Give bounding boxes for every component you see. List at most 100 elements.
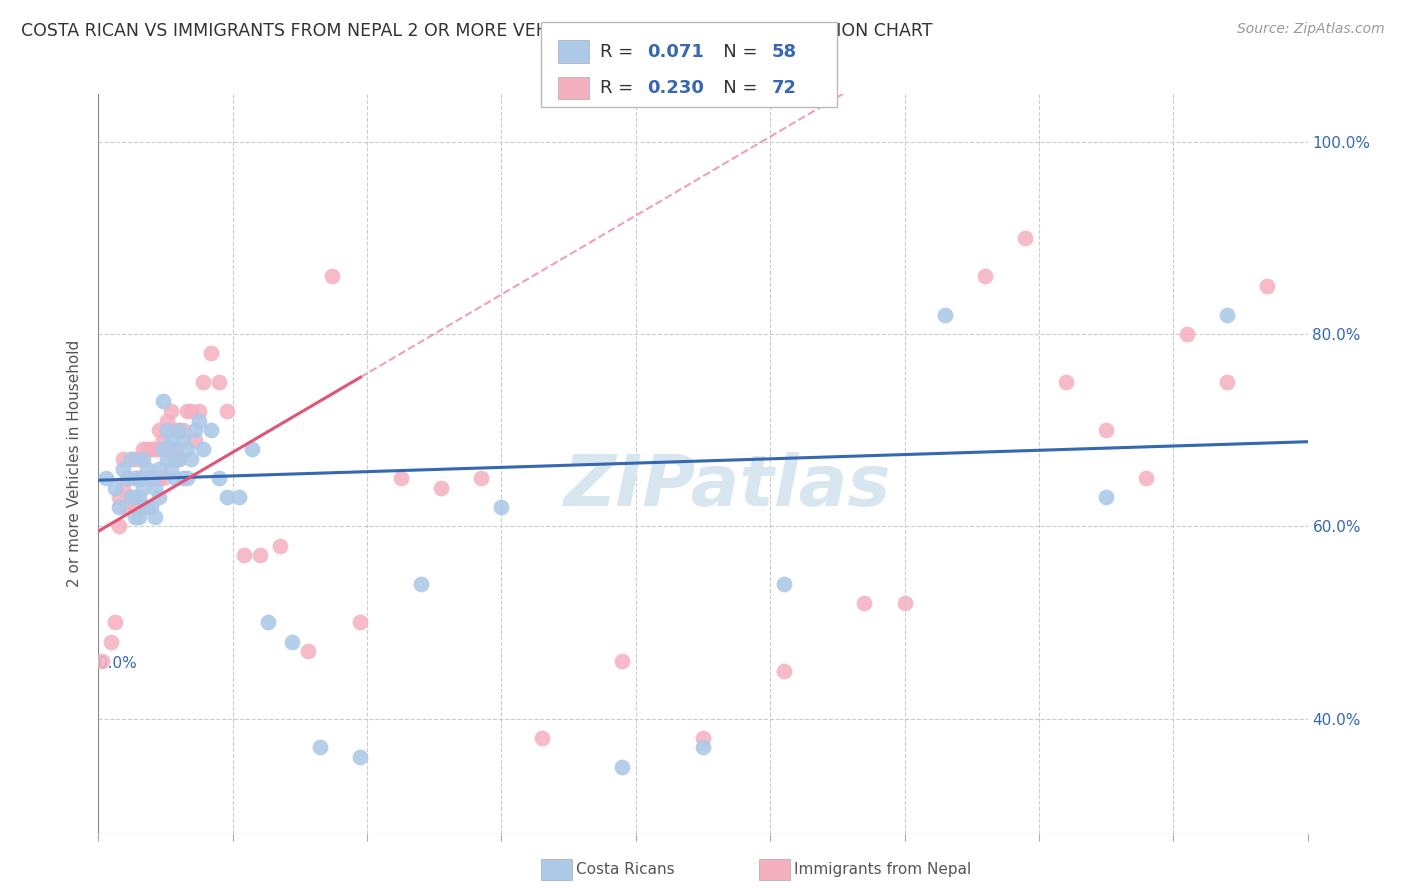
Point [120, 491, 142, 505]
Text: 0.0%: 0.0% [98, 657, 138, 672]
Point [132, 471, 155, 485]
Text: R =: R = [600, 79, 640, 97]
Point [321, 269, 343, 284]
Point [692, 731, 714, 745]
Point [612, 760, 634, 774]
Point [491, 500, 513, 515]
Point [132, 452, 155, 467]
Point [176, 442, 198, 457]
Point [148, 442, 170, 457]
Point [128, 491, 150, 505]
Point [120, 452, 142, 467]
Point [772, 664, 794, 678]
Point [132, 481, 155, 495]
Point [124, 509, 146, 524]
Point [409, 577, 432, 591]
Point [249, 548, 271, 562]
Text: Source: ZipAtlas.com: Source: ZipAtlas.com [1237, 22, 1385, 37]
Point [200, 346, 222, 360]
Point [184, 433, 207, 447]
Point [470, 471, 492, 485]
Point [107, 491, 129, 505]
Point [180, 404, 202, 418]
Point [232, 548, 254, 562]
Point [217, 404, 239, 418]
Point [692, 740, 714, 755]
Text: 72: 72 [772, 79, 797, 97]
Point [974, 269, 997, 284]
Point [240, 442, 263, 457]
Point [934, 308, 956, 322]
Point [160, 404, 183, 418]
Point [100, 634, 122, 648]
Point [389, 471, 412, 485]
Point [156, 423, 179, 437]
Point [160, 442, 183, 457]
Point [1175, 326, 1198, 341]
Point [139, 471, 162, 485]
Point [120, 452, 142, 467]
Text: 0.071: 0.071 [647, 43, 703, 61]
Point [530, 731, 553, 745]
Point [139, 471, 162, 485]
Point [148, 461, 170, 475]
Point [128, 500, 150, 515]
Point [772, 577, 794, 591]
Point [143, 471, 166, 485]
Text: ZIPatlas: ZIPatlas [564, 451, 891, 521]
Point [143, 481, 166, 495]
Point [115, 471, 138, 485]
Point [111, 481, 134, 495]
Point [163, 442, 186, 457]
Point [124, 500, 146, 515]
Point [96, 471, 118, 485]
Point [200, 423, 222, 437]
Point [139, 500, 162, 515]
Point [349, 615, 371, 630]
Point [111, 461, 134, 475]
Point [111, 452, 134, 467]
Point [172, 471, 194, 485]
Point [91, 654, 114, 668]
Point [256, 615, 278, 630]
Point [128, 471, 150, 485]
Point [152, 394, 174, 409]
Point [176, 471, 198, 485]
Point [281, 634, 304, 648]
Point [107, 500, 129, 515]
Point [135, 471, 157, 485]
Text: R =: R = [600, 43, 640, 61]
Point [139, 442, 162, 457]
Point [430, 481, 453, 495]
Point [167, 423, 190, 437]
Point [124, 471, 146, 485]
Point [135, 461, 157, 475]
Text: COSTA RICAN VS IMMIGRANTS FROM NEPAL 2 OR MORE VEHICLES IN HOUSEHOLD CORRELATION: COSTA RICAN VS IMMIGRANTS FROM NEPAL 2 O… [21, 22, 932, 40]
Point [612, 654, 634, 668]
Text: N =: N = [706, 79, 763, 97]
Point [188, 404, 211, 418]
Point [148, 423, 170, 437]
Point [1095, 491, 1118, 505]
Point [115, 471, 138, 485]
Point [163, 471, 186, 485]
Text: 0.230: 0.230 [647, 79, 703, 97]
Text: 58: 58 [772, 43, 797, 61]
Point [1216, 308, 1239, 322]
Point [128, 509, 150, 524]
Point [188, 413, 211, 427]
Point [208, 471, 231, 485]
Point [124, 471, 146, 485]
Point [167, 452, 190, 467]
Point [152, 433, 174, 447]
Point [152, 442, 174, 457]
Text: Immigrants from Nepal: Immigrants from Nepal [794, 863, 972, 877]
Point [172, 433, 194, 447]
Point [163, 452, 186, 467]
Point [156, 413, 179, 427]
Point [893, 596, 915, 610]
Point [148, 471, 170, 485]
Point [124, 452, 146, 467]
Point [103, 615, 125, 630]
Point [124, 491, 146, 505]
